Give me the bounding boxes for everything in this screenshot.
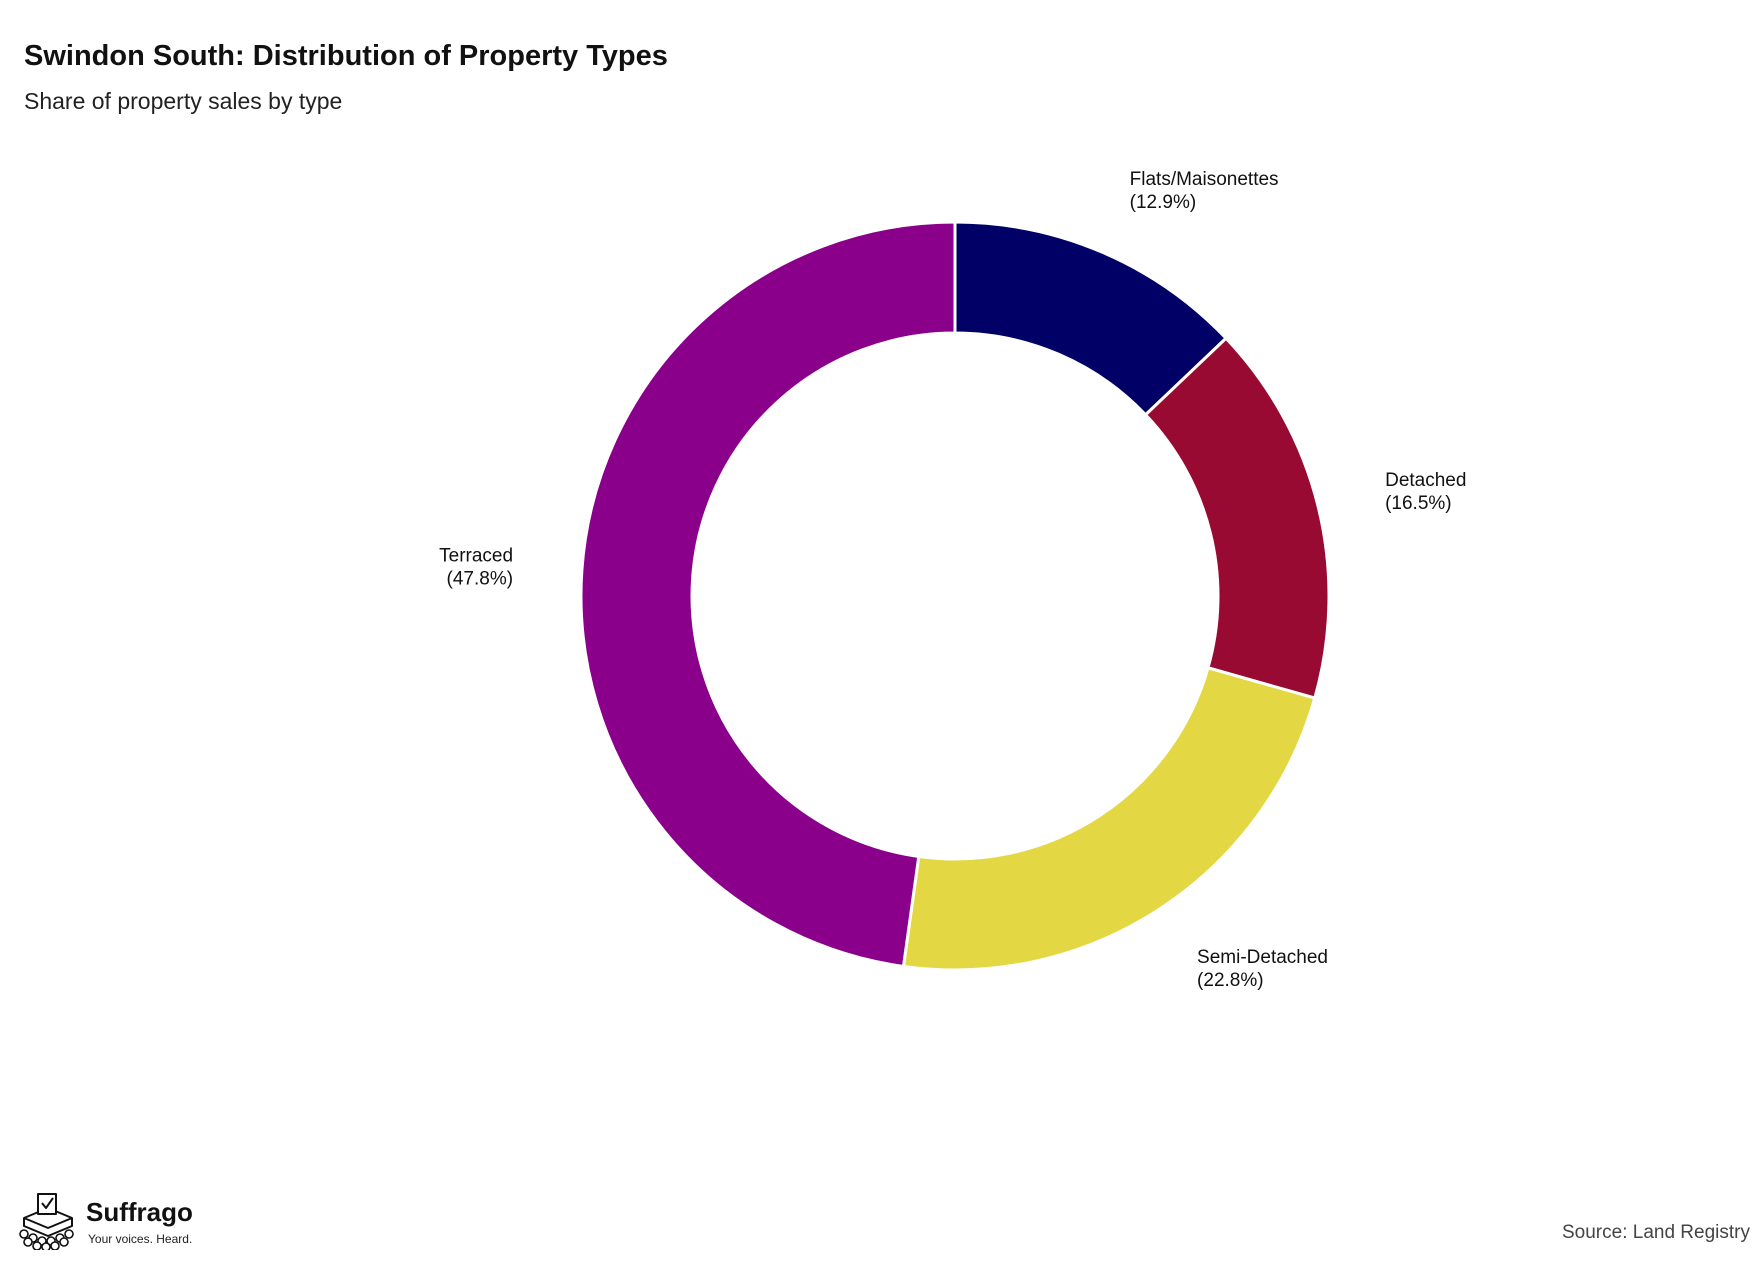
donut-slice-detached: [1143, 336, 1331, 700]
donut-slice-semi-detached: [901, 665, 1317, 972]
chart-subtitle: Share of property sales by type: [24, 88, 343, 114]
chart-title: Swindon South: Distribution of Property …: [24, 40, 668, 72]
donut-slices: [579, 220, 1331, 972]
brand-tagline: Your voices. Heard.: [88, 1232, 193, 1246]
slice-label-flats-maisonettes: Flats/Maisonettes (12.9%): [1130, 169, 1279, 213]
ballot-box-logo-icon: [19, 1193, 74, 1250]
source-note: Source: Land Registry: [1562, 1222, 1750, 1243]
slice-labels: Flats/Maisonettes (12.9%) Detached (16.5%) S…: [439, 169, 1466, 991]
slice-label-terraced: Terraced (47.8%): [439, 545, 513, 589]
brand-name: Suffrago: [86, 1197, 193, 1227]
donut-slice-terraced: [579, 220, 957, 969]
slice-label-detached: Detached (16.5%): [1385, 470, 1466, 514]
slice-label-semi-detached: Semi-Detached (22.8%): [1197, 947, 1328, 991]
